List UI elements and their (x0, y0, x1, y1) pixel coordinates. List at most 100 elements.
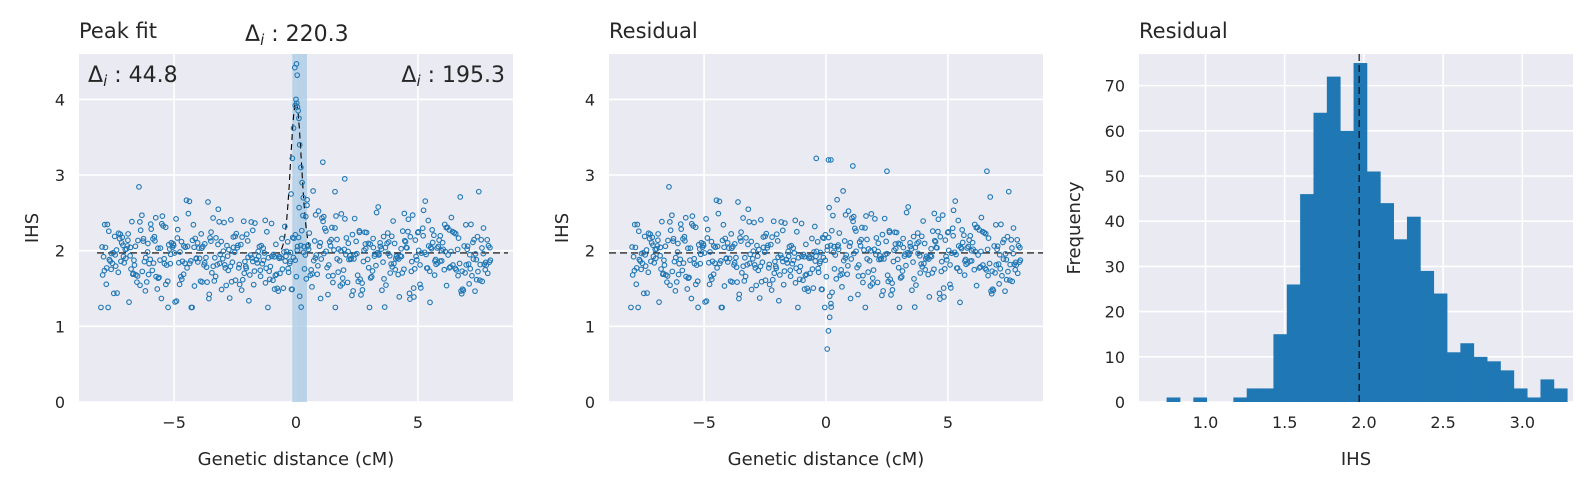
data-point (743, 234, 749, 241)
data-point (431, 272, 438, 278)
delta-annotation-right: Δi : 195.3 (401, 63, 505, 90)
data-point (112, 252, 118, 258)
data-point (790, 257, 797, 264)
y-tick-label: 30 (1105, 257, 1125, 276)
data-point (183, 197, 190, 204)
data-point (196, 255, 203, 262)
data-point (134, 279, 140, 286)
data-point (862, 225, 868, 231)
data-point (815, 265, 822, 272)
data-point (246, 272, 253, 278)
data-point (111, 233, 118, 240)
y-tick-label: 40 (1105, 212, 1125, 231)
data-point (381, 275, 387, 282)
data-point (890, 258, 897, 265)
data-point (279, 235, 285, 242)
data-point (262, 217, 269, 224)
data-point (131, 262, 138, 268)
data-point (294, 243, 301, 250)
data-point (1007, 261, 1014, 268)
data-point (333, 213, 339, 219)
data-point (910, 233, 917, 240)
data-point (391, 240, 398, 247)
data-point (996, 251, 1003, 258)
data-point (652, 255, 659, 262)
data-point (889, 287, 896, 293)
data-point (211, 254, 218, 261)
data-point (274, 285, 281, 292)
histogram-bar (1246, 388, 1261, 402)
data-point (174, 226, 181, 233)
data-point (840, 188, 846, 194)
data-point (782, 220, 788, 226)
histogram-bar (1473, 356, 1488, 402)
data-point (984, 246, 991, 253)
data-point (667, 219, 673, 225)
data-point (983, 267, 990, 273)
data-point (1005, 188, 1012, 195)
data-point (655, 237, 661, 244)
data-point (692, 224, 699, 231)
data-point (795, 254, 802, 261)
data-point (439, 239, 446, 246)
histogram-bar (1286, 284, 1301, 402)
data-point (292, 102, 299, 109)
delta-value: : 44.8 (107, 63, 177, 88)
data-point (968, 247, 975, 254)
data-point (724, 240, 731, 246)
data-point (192, 235, 199, 242)
data-point (967, 232, 974, 239)
data-point (916, 252, 923, 259)
data-point (411, 265, 418, 272)
data-point (100, 253, 107, 260)
data-point (270, 277, 276, 284)
data-point (1000, 239, 1006, 246)
data-point (464, 243, 471, 250)
data-point (224, 253, 231, 260)
delta-symbol: Δ (401, 63, 416, 88)
data-point (880, 288, 887, 294)
data-point (144, 249, 151, 255)
data-point (714, 243, 721, 250)
data-point (443, 282, 450, 289)
data-point (1014, 270, 1021, 277)
data-point (959, 226, 966, 233)
data-point (312, 211, 319, 218)
data-point (829, 289, 835, 296)
data-point (733, 254, 739, 261)
data-point (793, 228, 800, 235)
data-point (862, 304, 869, 311)
data-point (634, 221, 641, 228)
data-point (233, 230, 240, 237)
data-point (959, 239, 966, 246)
histogram-bar (1540, 379, 1555, 402)
data-point (857, 242, 864, 249)
data-point (105, 304, 111, 311)
data-point (152, 238, 158, 244)
data-point (628, 304, 634, 311)
data-point (132, 243, 139, 250)
data-point (104, 221, 111, 228)
data-point (435, 243, 442, 250)
data-point (789, 260, 796, 267)
data-point (306, 230, 313, 236)
data-point (1009, 278, 1016, 285)
data-point (669, 212, 675, 219)
data-point (295, 234, 302, 241)
data-point (825, 234, 832, 241)
data-point (674, 249, 681, 255)
data-point (405, 216, 412, 223)
delta-subscript: i (260, 31, 265, 49)
data-point (915, 239, 922, 245)
data-point (811, 249, 817, 255)
data-point (911, 275, 917, 282)
data-point (736, 291, 743, 298)
data-point (293, 96, 299, 103)
data-point (845, 208, 852, 214)
data-point (900, 235, 906, 242)
data-point (236, 281, 243, 288)
data-point (863, 213, 869, 219)
data-point (437, 232, 444, 239)
data-point (126, 299, 132, 305)
data-point (388, 233, 395, 240)
